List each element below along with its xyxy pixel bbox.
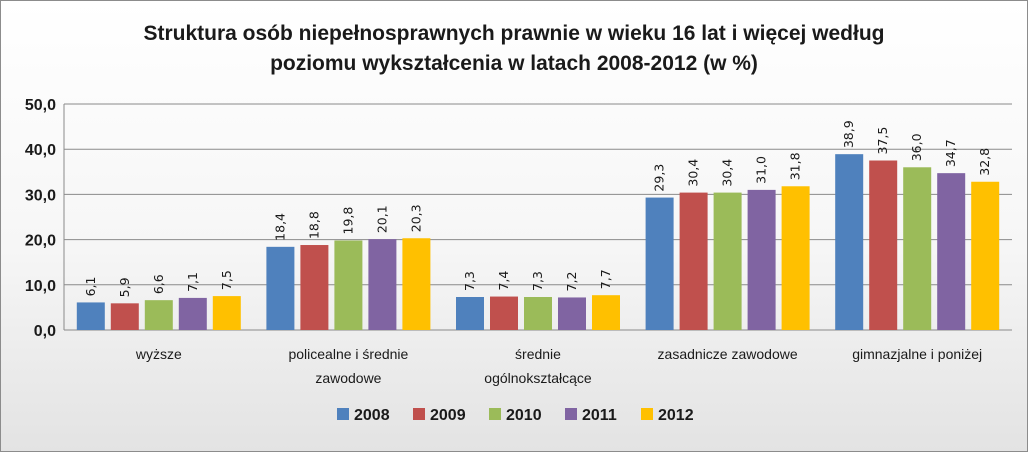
bar — [266, 246, 295, 330]
x-tick-label: ogólnokształcące — [484, 370, 592, 386]
data-label: 18,8 — [306, 211, 321, 239]
bar — [402, 238, 431, 330]
data-label: 37,5 — [875, 127, 890, 155]
bar — [592, 295, 620, 330]
x-tick-label: wyższe — [135, 346, 182, 362]
data-label: 19,8 — [340, 207, 355, 235]
y-axis: 0,0 10,0 20,0 30,0 40,0 50,0 — [25, 97, 1012, 340]
bar — [903, 167, 932, 330]
data-label: 34,7 — [943, 139, 958, 167]
y-tick-label: 20,0 — [25, 233, 56, 250]
bar — [937, 173, 966, 330]
legend-label: 2008 — [354, 407, 390, 424]
data-label: 32,8 — [977, 148, 992, 176]
legend-swatch — [641, 408, 653, 420]
legend-swatch — [413, 408, 425, 420]
bar — [144, 300, 173, 330]
bar — [368, 239, 397, 330]
bar — [645, 197, 674, 330]
bar — [334, 240, 363, 330]
x-tick-label: policealne i średnie — [288, 346, 408, 362]
bar — [300, 245, 329, 330]
data-label: 31,0 — [754, 156, 769, 184]
data-label: 7,3 — [462, 271, 477, 291]
legend-label: 2009 — [430, 407, 466, 424]
bar — [971, 181, 1000, 330]
legend: 2008 2009 2010 2011 2012 — [337, 407, 694, 424]
bar — [558, 297, 586, 330]
legend-swatch — [489, 408, 501, 420]
data-label: 29,3 — [652, 164, 667, 192]
data-label: 6,1 — [83, 277, 98, 297]
x-tick-label: zasadnicze zawodowe — [658, 346, 798, 362]
data-label: 7,2 — [564, 272, 579, 292]
bar — [835, 154, 864, 330]
data-label: 20,1 — [374, 205, 389, 233]
bar — [456, 297, 484, 330]
bar — [869, 160, 898, 330]
data-label: 7,7 — [598, 269, 613, 289]
bar — [679, 192, 708, 330]
data-label: 30,4 — [720, 159, 735, 187]
bars — [76, 154, 1000, 330]
data-label: 7,5 — [219, 270, 234, 290]
data-label: 20,3 — [408, 204, 423, 232]
legend-label: 2010 — [506, 407, 542, 424]
legend-swatch — [337, 408, 349, 420]
bar — [747, 189, 776, 330]
y-tick-label: 30,0 — [25, 187, 56, 204]
data-label: 5,9 — [117, 277, 132, 297]
data-label: 7,4 — [496, 271, 511, 291]
y-tick-label: 50,0 — [25, 97, 56, 114]
data-label: 38,9 — [841, 120, 856, 148]
legend-swatch — [565, 408, 577, 420]
data-labels: 6,1 5,9 6,6 7,1 7,5 18,4 18,8 19,8 20,1 20,3 7,3 7,… — [83, 120, 992, 297]
y-tick-label: 0,0 — [34, 323, 56, 340]
y-tick-label: 40,0 — [25, 142, 56, 159]
data-label: 31,8 — [788, 152, 803, 180]
bar — [178, 297, 207, 330]
chart-title-line-2: poziomu wykształcenia w latach 2008-2012… — [270, 52, 758, 75]
x-tick-label: średnie — [515, 346, 561, 362]
y-tick-label: 10,0 — [25, 278, 56, 295]
chart-title-line-1: Struktura osób niepełnosprawnych prawnie… — [143, 22, 884, 45]
x-tick-label: zawodowe — [315, 370, 381, 386]
legend-label: 2012 — [658, 407, 694, 424]
data-label: 6,6 — [151, 274, 166, 294]
bar — [524, 297, 552, 330]
bar — [110, 303, 139, 330]
bar — [212, 296, 241, 330]
x-tick-label: gimnazjalne i poniżej — [852, 346, 982, 362]
bar — [713, 192, 742, 330]
legend-label: 2011 — [582, 407, 617, 424]
data-label: 18,4 — [272, 213, 287, 241]
data-label: 30,4 — [686, 159, 701, 187]
data-label: 36,0 — [909, 133, 924, 161]
bar — [76, 302, 105, 330]
x-axis: wyższe policealne i średnie zawodowe średni… — [135, 346, 982, 386]
data-label: 7,3 — [530, 271, 545, 291]
bar — [781, 186, 810, 330]
data-label: 7,1 — [185, 272, 200, 292]
bar — [490, 296, 518, 330]
